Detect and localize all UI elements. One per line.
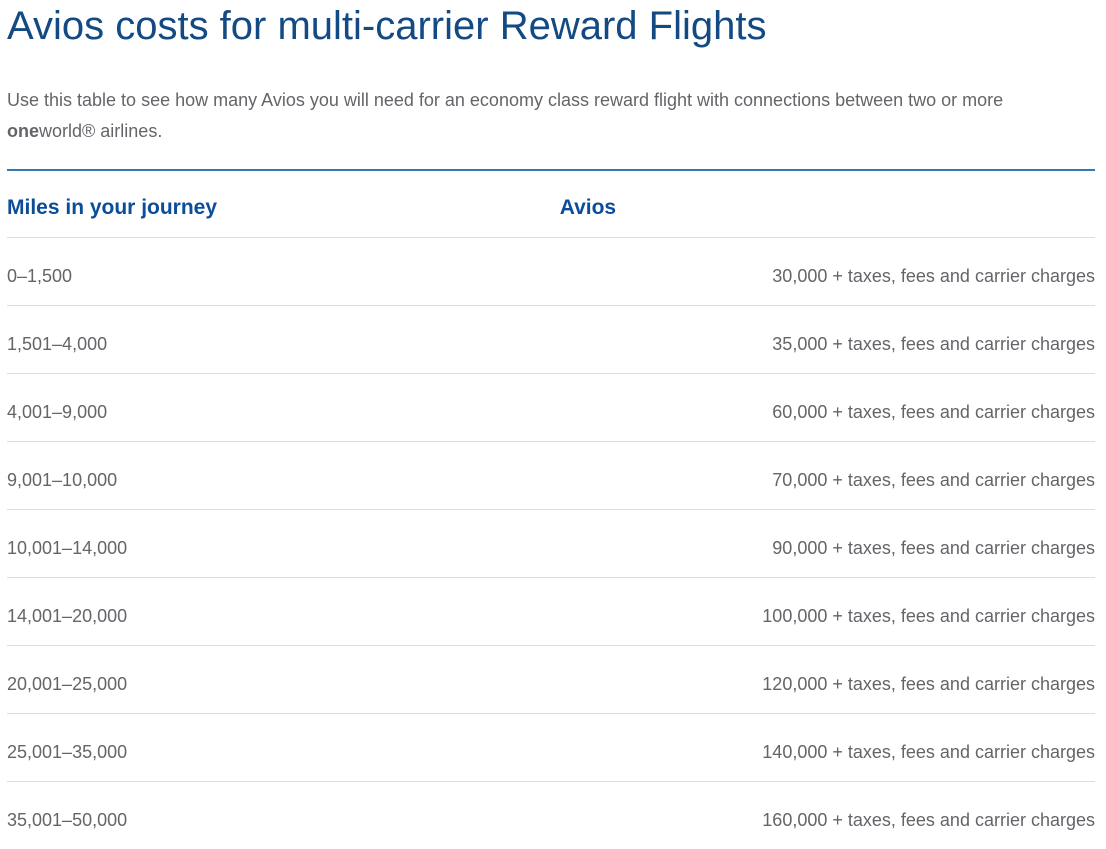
table-row: 4,001–9,000 60,000 + taxes, fees and carr… <box>7 372 1095 442</box>
avios-cost-cell: 70,000 + taxes, fees and carrier charges <box>559 440 1095 510</box>
miles-range-cell: 20,001–25,000 <box>7 644 560 714</box>
table-body: 0–1,500 30,000 + taxes, fees and carrier … <box>7 236 1095 849</box>
intro-text-after: world® airlines. <box>39 120 163 141</box>
oneworld-brand-bold: one <box>7 120 40 141</box>
miles-range-cell: 1,501–4,000 <box>7 304 560 374</box>
table-row: 14,001–20,000 100,000 + taxes, fees and c… <box>7 576 1095 646</box>
table-row: 25,001–35,000 140,000 + taxes, fees and c… <box>7 712 1095 782</box>
page: Avios costs for multi-carrier Reward Fli… <box>0 4 1106 849</box>
table-row: 20,001–25,000 120,000 + taxes, fees and c… <box>7 644 1095 714</box>
miles-range-cell: 4,001–9,000 <box>7 372 560 442</box>
avios-cost-cell: 60,000 + taxes, fees and carrier charges <box>559 372 1095 442</box>
miles-range-cell: 0–1,500 <box>7 236 560 306</box>
column-header-avios: Avios <box>559 195 617 219</box>
column-header-miles: Miles in your journey <box>7 195 218 219</box>
table-row: 35,001–50,000 160,000 + taxes, fees and c… <box>7 780 1095 849</box>
intro-text: Use this table to see how many Avios you… <box>7 85 1095 147</box>
avios-cost-table: Miles in your journey Avios 0–1,500 30,00… <box>7 168 1095 849</box>
table-row: 10,001–14,000 90,000 + taxes, fees and ca… <box>7 508 1095 578</box>
avios-cost-cell: 90,000 + taxes, fees and carrier charges <box>559 508 1095 578</box>
avios-cost-cell: 160,000 + taxes, fees and carrier charge… <box>559 780 1095 849</box>
table-row: 0–1,500 30,000 + taxes, fees and carrier … <box>7 236 1095 306</box>
avios-cost-cell: 35,000 + taxes, fees and carrier charges <box>559 304 1095 374</box>
table-header-row: Miles in your journey Avios <box>7 170 1095 238</box>
page-title: Avios costs for multi-carrier Reward Fli… <box>7 4 767 48</box>
avios-cost-cell: 140,000 + taxes, fees and carrier charge… <box>559 712 1095 782</box>
miles-range-cell: 35,001–50,000 <box>7 780 560 849</box>
avios-cost-cell: 120,000 + taxes, fees and carrier charge… <box>559 644 1095 714</box>
avios-cost-cell: 30,000 + taxes, fees and carrier charges <box>559 236 1095 306</box>
miles-range-cell: 9,001–10,000 <box>7 440 560 510</box>
miles-range-cell: 14,001–20,000 <box>7 576 560 646</box>
intro-text-before: Use this table to see how many Avios you… <box>7 89 1004 110</box>
avios-cost-cell: 100,000 + taxes, fees and carrier charge… <box>559 576 1095 646</box>
table-row: 1,501–4,000 35,000 + taxes, fees and carr… <box>7 304 1095 374</box>
miles-range-cell: 25,001–35,000 <box>7 712 560 782</box>
table-row: 9,001–10,000 70,000 + taxes, fees and car… <box>7 440 1095 510</box>
miles-range-cell: 10,001–14,000 <box>7 508 560 578</box>
table-header: Miles in your journey Avios <box>7 170 1095 238</box>
